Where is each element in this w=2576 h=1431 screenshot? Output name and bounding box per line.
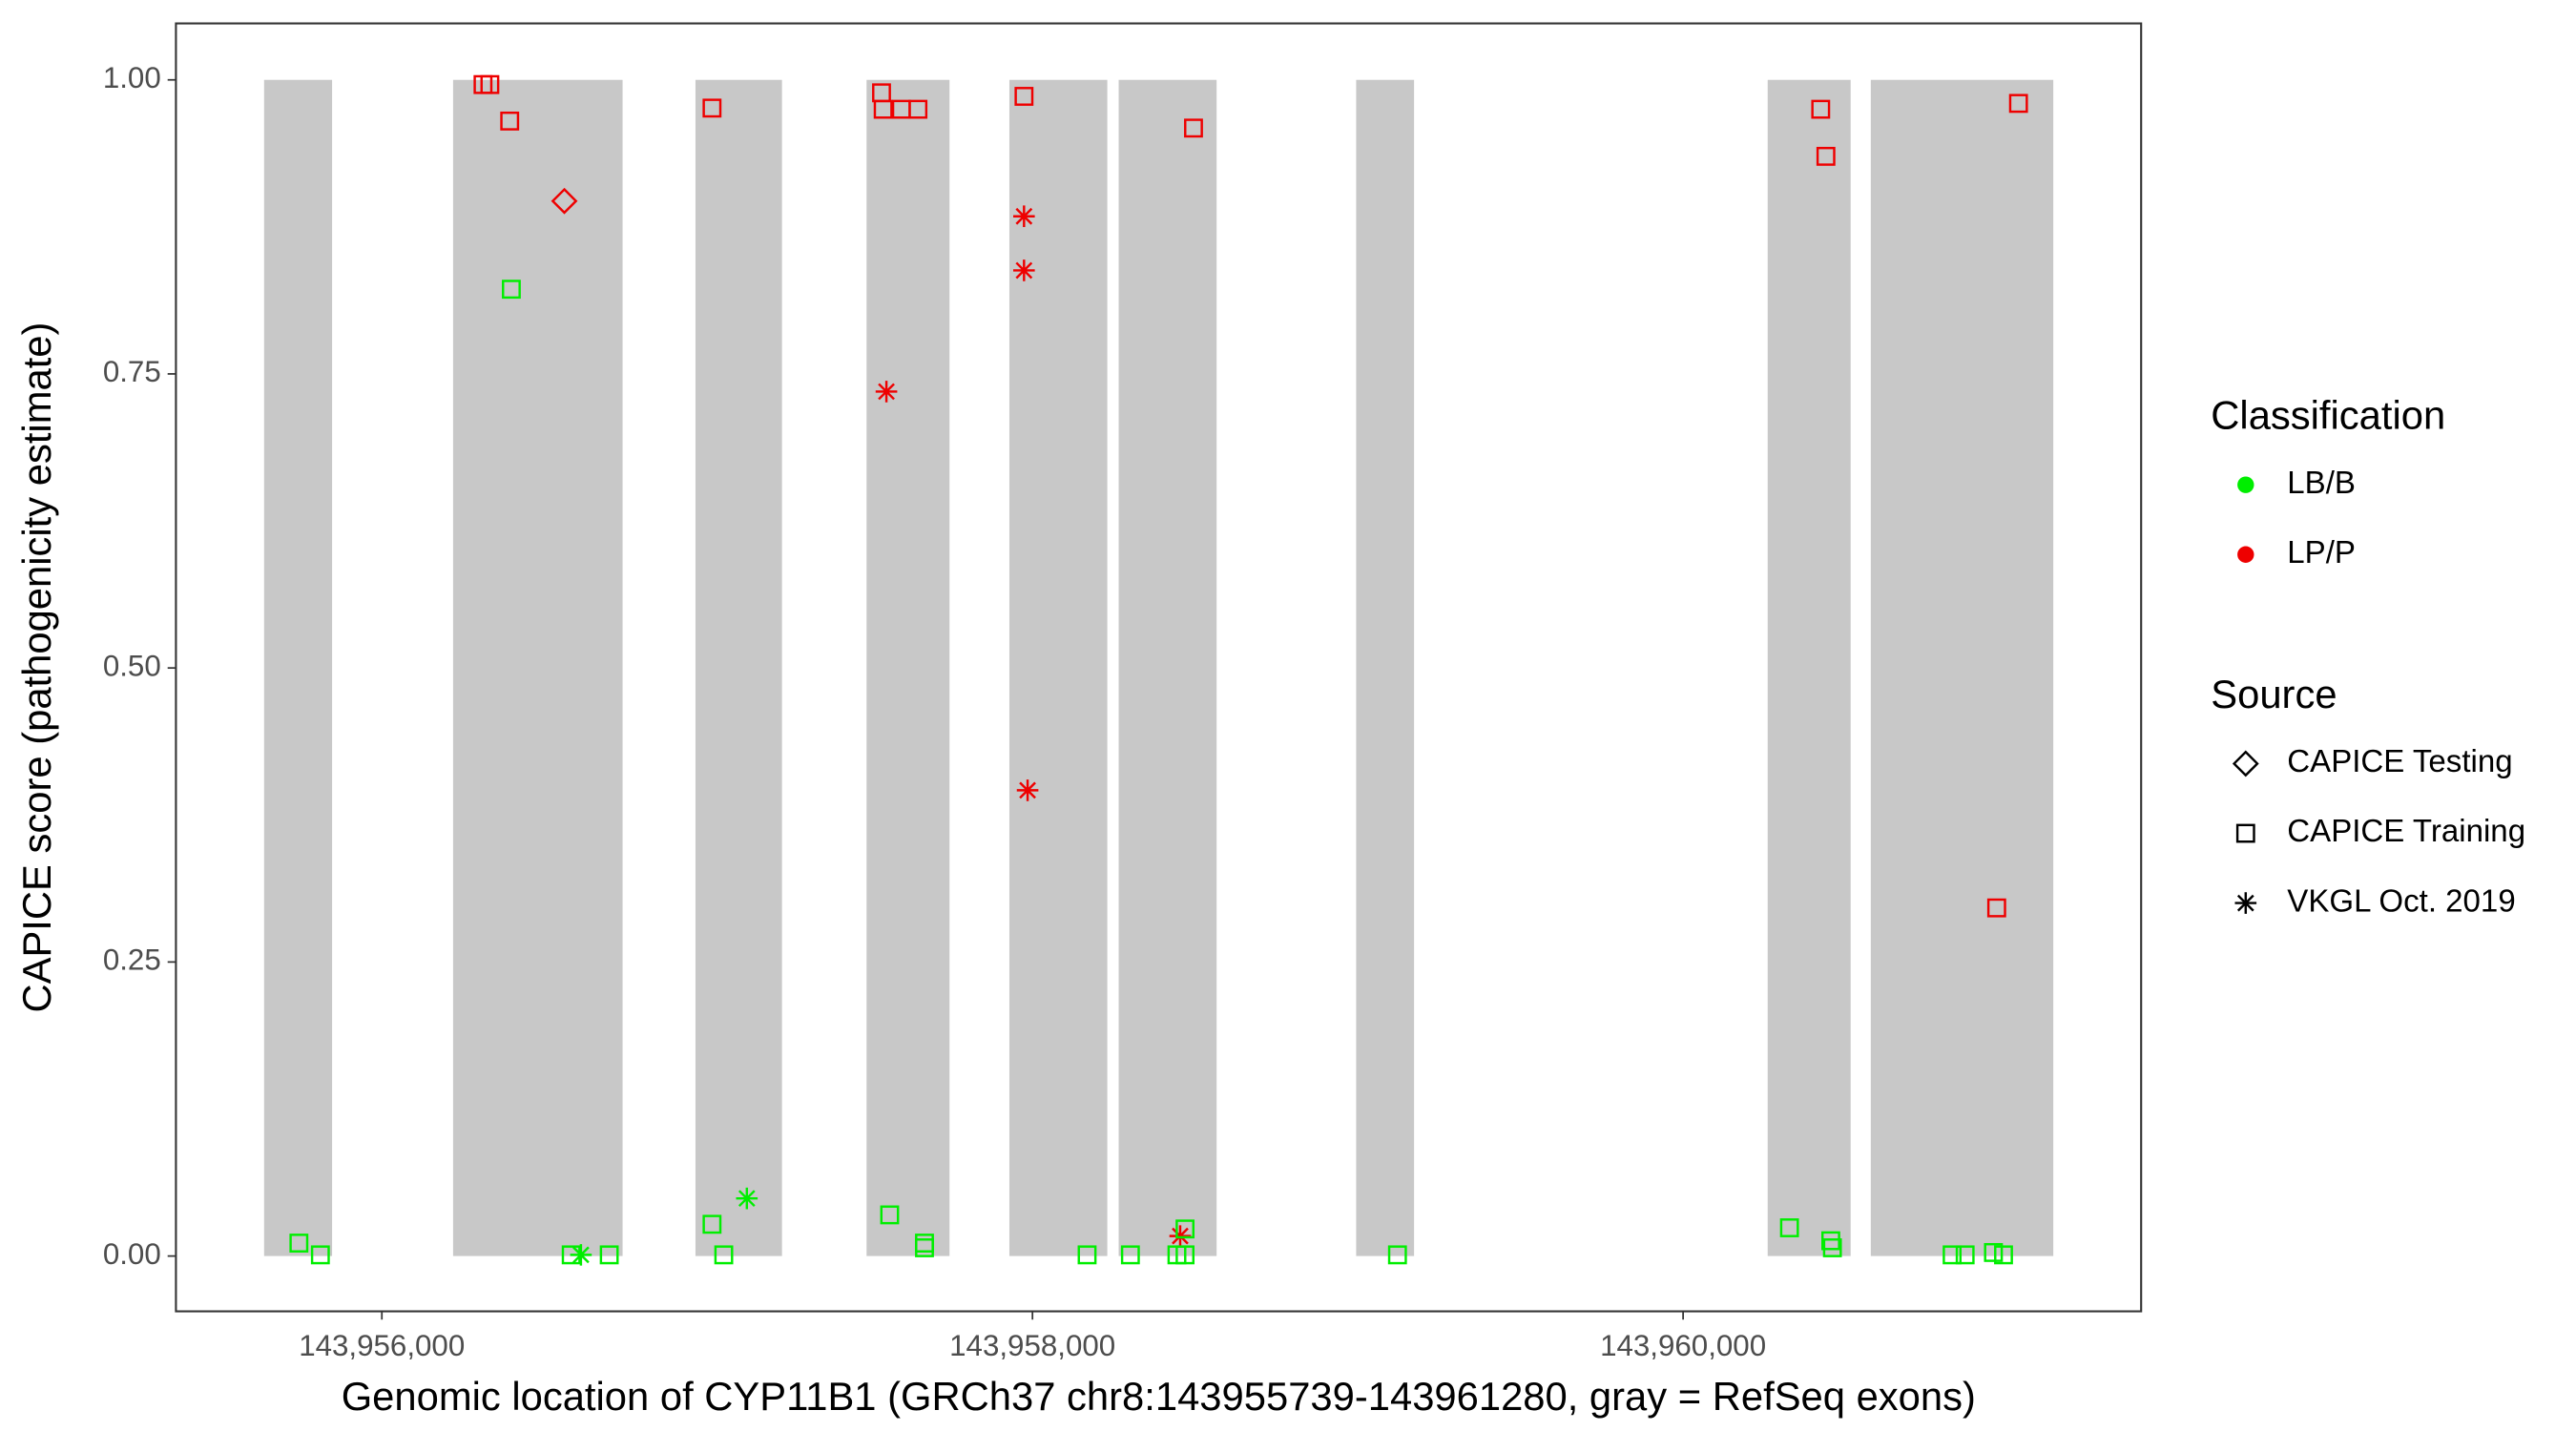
y-tick-label: 0.75 bbox=[103, 355, 161, 388]
point bbox=[908, 99, 928, 119]
point bbox=[736, 1187, 758, 1210]
legend-title: Classification bbox=[2211, 393, 2445, 438]
legend-label: CAPICE Testing bbox=[2287, 744, 2512, 779]
point bbox=[915, 1238, 934, 1257]
y-tick-label: 0.25 bbox=[103, 944, 161, 977]
point bbox=[702, 98, 722, 118]
y-axis-title: CAPICE score (pathogenicity estimate) bbox=[14, 322, 59, 1013]
legend-key bbox=[2232, 750, 2259, 778]
point bbox=[551, 187, 578, 215]
point bbox=[880, 1205, 900, 1225]
point bbox=[1986, 898, 2006, 918]
point bbox=[1169, 1225, 1192, 1247]
legend-key bbox=[2237, 546, 2254, 563]
exon bbox=[263, 79, 333, 1256]
y-tick-label: 1.00 bbox=[103, 61, 161, 94]
exon bbox=[695, 79, 782, 1256]
legend-title: Source bbox=[2211, 672, 2337, 716]
legend-key bbox=[2234, 892, 2257, 914]
point bbox=[875, 381, 898, 403]
point bbox=[1816, 146, 1836, 166]
exon bbox=[866, 79, 950, 1256]
x-axis-title: Genomic location of CYP11B1 (GRCh37 chr8… bbox=[342, 1374, 1976, 1419]
point bbox=[1387, 1245, 1407, 1265]
legend-label: VKGL Oct. 2019 bbox=[2287, 883, 2515, 919]
point bbox=[570, 1244, 592, 1266]
exon bbox=[1767, 79, 1851, 1256]
point bbox=[2008, 93, 2028, 114]
point bbox=[289, 1234, 309, 1253]
point bbox=[1013, 259, 1035, 281]
point bbox=[1013, 205, 1035, 228]
point bbox=[1811, 99, 1831, 119]
point bbox=[714, 1245, 734, 1265]
y-tick-label: 0.00 bbox=[103, 1237, 161, 1271]
exon bbox=[452, 79, 623, 1256]
point bbox=[1955, 1245, 1975, 1265]
point bbox=[1779, 1218, 1799, 1237]
legend-key bbox=[2237, 476, 2254, 493]
point bbox=[1175, 1245, 1195, 1265]
point bbox=[1016, 779, 1039, 801]
point bbox=[1942, 1245, 1963, 1265]
point bbox=[1994, 1245, 2013, 1265]
y-tick-label: 0.50 bbox=[103, 649, 161, 682]
legend-label: CAPICE Training bbox=[2287, 814, 2525, 849]
x-tick-label: 143,956,000 bbox=[299, 1329, 465, 1362]
point bbox=[1175, 1219, 1195, 1239]
exon bbox=[1008, 79, 1108, 1256]
x-tick-label: 143,960,000 bbox=[1600, 1329, 1766, 1362]
legend-label: LB/B bbox=[2287, 466, 2356, 501]
point bbox=[502, 280, 521, 300]
point bbox=[1014, 87, 1034, 106]
legend-label: LP/P bbox=[2287, 535, 2356, 570]
point bbox=[1120, 1245, 1140, 1265]
point bbox=[310, 1245, 330, 1265]
point bbox=[480, 74, 500, 94]
point bbox=[599, 1245, 619, 1265]
exon bbox=[1118, 79, 1217, 1256]
point bbox=[1077, 1245, 1097, 1265]
point bbox=[1184, 118, 1203, 138]
point bbox=[873, 99, 893, 119]
exon bbox=[1870, 79, 2054, 1256]
point bbox=[702, 1214, 722, 1234]
exon bbox=[1356, 79, 1415, 1256]
point bbox=[1821, 1231, 1840, 1251]
point bbox=[1984, 1242, 2004, 1262]
x-tick-label: 143,958,000 bbox=[949, 1329, 1115, 1362]
legend-key bbox=[2235, 823, 2255, 843]
point bbox=[500, 111, 520, 131]
point bbox=[1822, 1238, 1842, 1257]
